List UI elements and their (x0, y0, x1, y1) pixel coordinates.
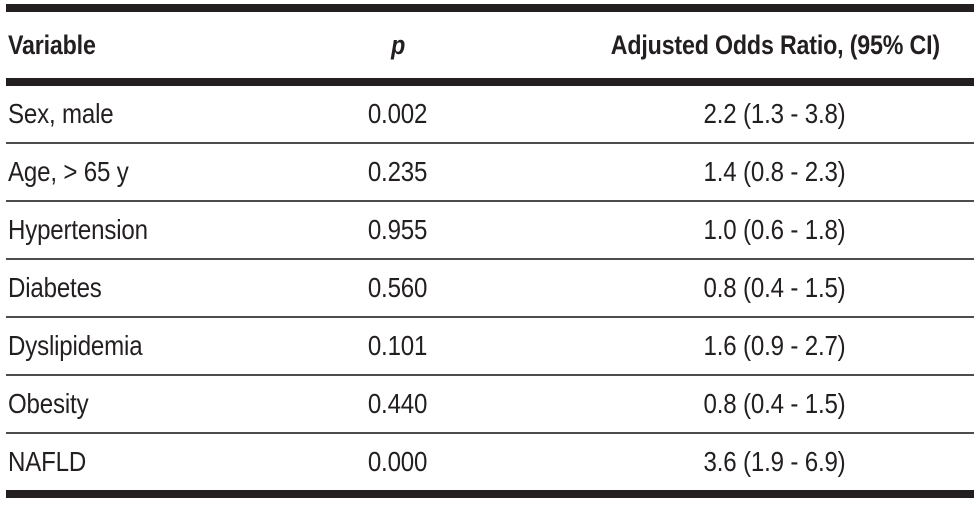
cell-aor: 0.8 (0.4 - 1.5) (576, 259, 974, 317)
p-value-text: 0.235 (368, 156, 428, 187)
table-row: Age, > 65 y 0.235 1.4 (0.8 - 2.3) (6, 143, 974, 201)
cell-p-value: 0.955 (220, 201, 576, 259)
column-header-aor-label: Adjusted Odds Ratio, (95% CI) (610, 29, 940, 60)
variable-text: Age, > 65 y (8, 156, 129, 187)
cell-aor: 1.6 (0.9 - 2.7) (576, 317, 974, 375)
cell-variable: NAFLD (6, 433, 220, 494)
p-value-text: 0.560 (368, 272, 428, 303)
cell-variable: Sex, male (6, 82, 220, 143)
p-value-text: 0.002 (368, 98, 428, 129)
odds-ratio-table: Variable p Adjusted Odds Ratio, (95% CI)… (6, 4, 974, 498)
cell-p-value: 0.101 (220, 317, 576, 375)
cell-aor: 3.6 (1.9 - 6.9) (576, 433, 974, 494)
variable-text: Dyslipidemia (8, 330, 143, 361)
variable-text: Sex, male (8, 98, 114, 129)
variable-text: Obesity (8, 388, 89, 419)
aor-text: 2.2 (1.3 - 3.8) (704, 98, 846, 129)
aor-text: 1.4 (0.8 - 2.3) (704, 156, 846, 187)
aor-text: 3.6 (1.9 - 6.9) (704, 446, 846, 477)
column-header-p-label: p (390, 29, 405, 60)
cell-p-value: 0.440 (220, 375, 576, 433)
table-header: Variable p Adjusted Odds Ratio, (95% CI) (6, 8, 974, 82)
cell-aor: 1.0 (0.6 - 1.8) (576, 201, 974, 259)
cell-variable: Hypertension (6, 201, 220, 259)
column-header-variable: Variable (6, 8, 220, 82)
aor-text: 1.6 (0.9 - 2.7) (704, 330, 846, 361)
table-row: Obesity 0.440 0.8 (0.4 - 1.5) (6, 375, 974, 433)
table-header-row: Variable p Adjusted Odds Ratio, (95% CI) (6, 8, 974, 82)
cell-p-value: 0.560 (220, 259, 576, 317)
table-row: NAFLD 0.000 3.6 (1.9 - 6.9) (6, 433, 974, 494)
aor-text: 1.0 (0.6 - 1.8) (704, 214, 846, 245)
cell-p-value: 0.235 (220, 143, 576, 201)
cell-aor: 2.2 (1.3 - 3.8) (576, 82, 974, 143)
p-value-text: 0.440 (368, 388, 428, 419)
table-row: Hypertension 0.955 1.0 (0.6 - 1.8) (6, 201, 974, 259)
column-header-aor: Adjusted Odds Ratio, (95% CI) (576, 8, 974, 82)
aor-text: 0.8 (0.4 - 1.5) (704, 388, 846, 419)
variable-text: NAFLD (8, 446, 87, 477)
aor-text: 0.8 (0.4 - 1.5) (704, 272, 846, 303)
cell-variable: Obesity (6, 375, 220, 433)
cell-aor: 0.8 (0.4 - 1.5) (576, 375, 974, 433)
cell-variable: Dyslipidemia (6, 317, 220, 375)
p-value-text: 0.000 (368, 446, 428, 477)
table-row: Sex, male 0.002 2.2 (1.3 - 3.8) (6, 82, 974, 143)
table-row: Diabetes 0.560 0.8 (0.4 - 1.5) (6, 259, 974, 317)
cell-variable: Diabetes (6, 259, 220, 317)
cell-p-value: 0.002 (220, 82, 576, 143)
cell-aor: 1.4 (0.8 - 2.3) (576, 143, 974, 201)
table-body: Sex, male 0.002 2.2 (1.3 - 3.8) Age, > 6… (6, 82, 974, 494)
variable-text: Diabetes (8, 272, 102, 303)
cell-variable: Age, > 65 y (6, 143, 220, 201)
column-header-variable-label: Variable (8, 29, 96, 60)
variable-text: Hypertension (8, 214, 148, 245)
p-value-text: 0.101 (368, 330, 428, 361)
cell-p-value: 0.000 (220, 433, 576, 494)
table-row: Dyslipidemia 0.101 1.6 (0.9 - 2.7) (6, 317, 974, 375)
p-value-text: 0.955 (368, 214, 428, 245)
column-header-p: p (220, 8, 576, 82)
